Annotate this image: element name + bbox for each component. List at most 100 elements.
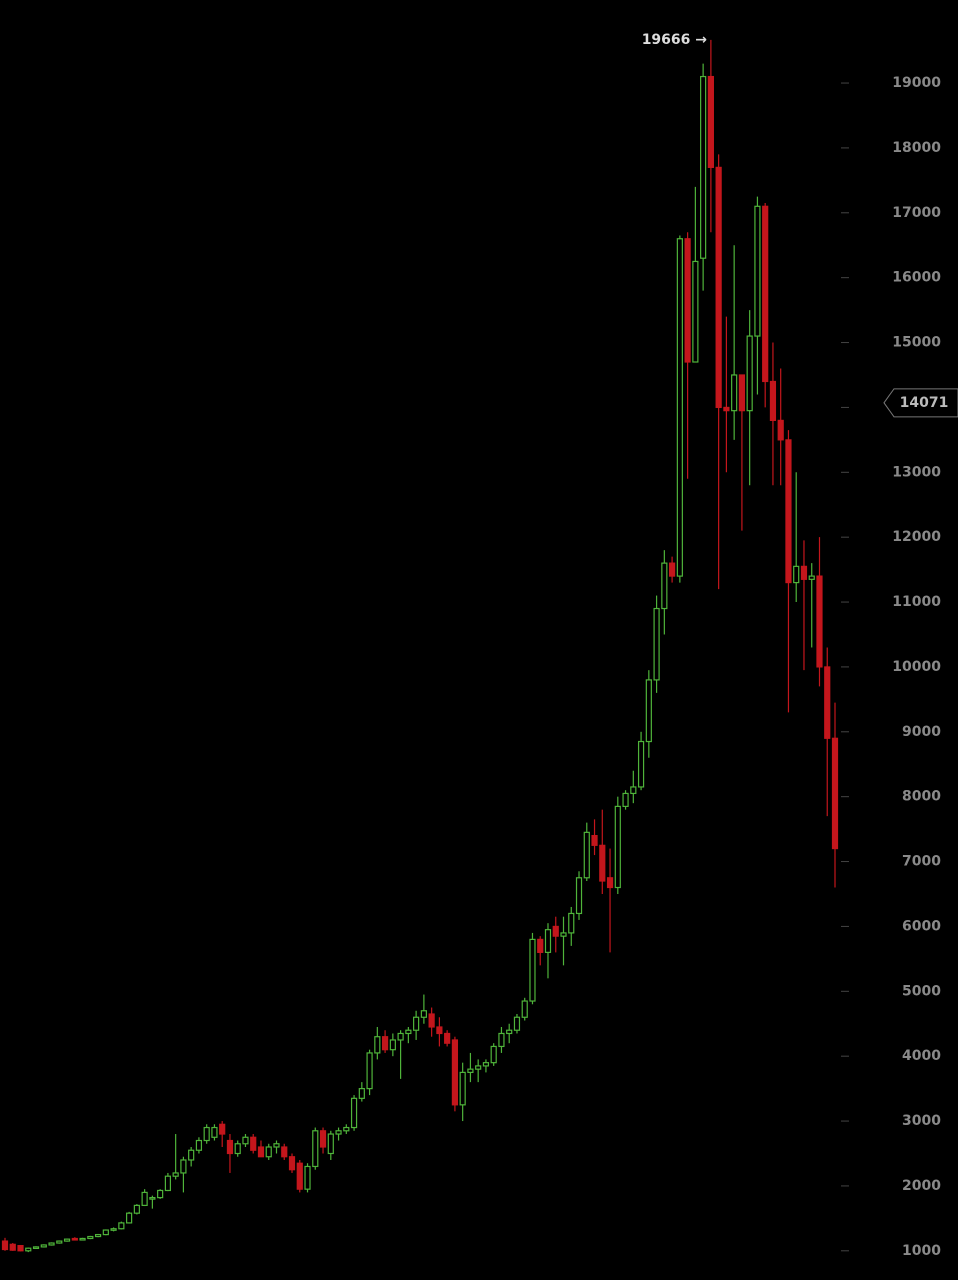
candle-body	[87, 1235, 94, 1240]
candle-body	[451, 1039, 459, 1106]
candle-body	[816, 575, 823, 668]
candle-body	[731, 374, 738, 412]
y-tick-label: 8000	[902, 789, 941, 805]
candle-body	[529, 938, 536, 1002]
candle-body	[149, 1197, 156, 1200]
candle-body	[389, 1039, 396, 1051]
candle-body	[723, 406, 730, 412]
candle-body	[467, 1068, 474, 1073]
y-tick-label: 1000	[902, 1243, 941, 1259]
candle-body	[172, 1172, 179, 1177]
y-tick-label: 6000	[902, 918, 941, 934]
candle-body	[754, 205, 761, 337]
candle-body	[537, 938, 544, 953]
candle-body	[568, 912, 575, 934]
y-tick-label: 15000	[892, 335, 941, 351]
candle-body	[242, 1136, 249, 1145]
candle-body	[118, 1222, 125, 1230]
candle-body	[521, 1000, 528, 1018]
candle-body	[281, 1146, 288, 1158]
candle-body	[544, 929, 552, 953]
y-tick-label: 2000	[902, 1178, 941, 1194]
candle-body	[436, 1026, 443, 1035]
candle-body	[110, 1228, 117, 1231]
candle-body	[157, 1189, 164, 1199]
candle-body	[653, 607, 660, 681]
candle-body	[575, 877, 583, 915]
y-tick-label: 10000	[892, 659, 941, 675]
candle-body	[645, 679, 652, 743]
candle-body	[133, 1204, 140, 1214]
candle-body	[669, 562, 676, 577]
candle-body	[319, 1130, 327, 1148]
candle-body	[661, 562, 668, 610]
price-marker	[883, 388, 958, 418]
price-label: 14071	[900, 395, 949, 411]
candle-body	[513, 1016, 521, 1031]
candle-body	[397, 1032, 404, 1041]
candle-body	[335, 1130, 342, 1135]
candle-body	[296, 1162, 303, 1190]
candle-body	[599, 844, 606, 882]
candle-body	[506, 1029, 513, 1035]
candle-body	[630, 786, 637, 795]
candle-body	[475, 1065, 482, 1070]
candle-body	[312, 1130, 319, 1168]
candle-body	[785, 439, 792, 584]
candle-body	[381, 1036, 389, 1051]
candle-body	[63, 1238, 71, 1242]
candle-body	[327, 1133, 334, 1155]
candle-body	[824, 666, 831, 739]
candle-body	[343, 1126, 350, 1132]
candle-body	[490, 1045, 497, 1064]
candle-body	[226, 1139, 234, 1155]
candle-body	[374, 1036, 381, 1054]
candle-body	[32, 1246, 40, 1250]
y-tick-label: 16000	[892, 270, 941, 286]
candle-body	[793, 565, 800, 584]
candle-body	[211, 1126, 218, 1138]
candle-body	[234, 1143, 241, 1155]
candle-body	[552, 925, 559, 937]
candle-body	[273, 1143, 280, 1148]
candle-body	[164, 1175, 171, 1192]
candle-body	[288, 1156, 296, 1171]
y-tick-label: 7000	[902, 854, 941, 870]
y-tick-label: 4000	[902, 1048, 941, 1064]
candle-body	[614, 805, 621, 889]
y-tick-label: 17000	[892, 205, 941, 221]
candle-body	[738, 374, 746, 412]
candle-body	[48, 1242, 55, 1246]
candle-body	[459, 1071, 466, 1106]
candle-body	[358, 1088, 365, 1099]
candle-body	[17, 1245, 24, 1252]
candle-body	[102, 1229, 109, 1236]
candle-body	[180, 1159, 187, 1174]
candle-body	[591, 835, 598, 846]
candle-body	[831, 737, 839, 850]
candle-body	[428, 1013, 435, 1028]
candle-body	[405, 1029, 412, 1035]
candle-body	[444, 1032, 451, 1044]
candle-body	[606, 877, 614, 889]
y-tick-label: 11000	[892, 594, 941, 610]
y-tick-label: 18000	[892, 140, 941, 156]
candle-body	[707, 75, 714, 168]
candle-body	[413, 1016, 420, 1031]
max-label: 19666 →	[642, 32, 708, 48]
candle-body	[692, 260, 699, 363]
candle-body	[9, 1243, 16, 1251]
candle-body	[769, 380, 777, 421]
candle-body	[684, 238, 691, 363]
candle-body	[79, 1237, 86, 1241]
candle-body	[257, 1146, 265, 1158]
candle-body	[219, 1123, 226, 1135]
candle-body	[560, 932, 567, 937]
candle-body	[583, 831, 590, 879]
candle-body	[304, 1165, 311, 1190]
candle-body	[250, 1136, 257, 1151]
candle-body	[637, 740, 645, 788]
candle-body	[141, 1191, 148, 1206]
